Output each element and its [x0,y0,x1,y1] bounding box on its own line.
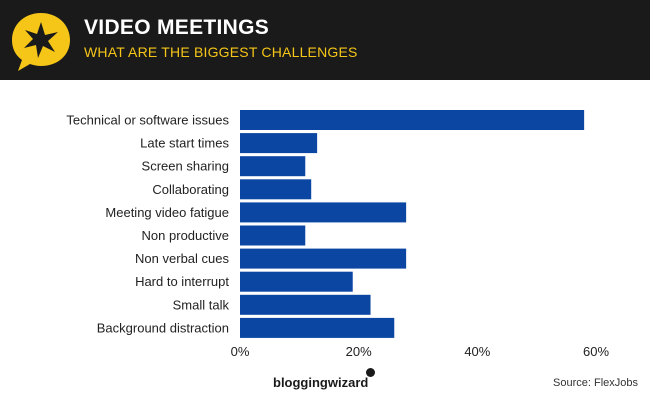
bar [240,156,306,177]
bar [240,110,585,130]
category-label: Hard to interrupt [135,274,229,289]
category-label: Late start times [140,136,229,151]
bar [240,294,371,315]
brand-logo-mark-icon [366,368,375,377]
category-label: Collaborating [152,182,229,197]
category-label: Meeting video fatigue [105,205,229,220]
page-subtitle: WHAT ARE THE BIGGEST CHALLENGES [84,44,358,60]
bar [240,248,407,269]
category-label: Technical or software issues [66,113,229,128]
bar [240,225,306,246]
x-tick-label: 40% [464,344,490,359]
header-banner: VIDEO MEETINGS WHAT ARE THE BIGGEST CHAL… [0,0,650,80]
bar [240,271,353,292]
bar [240,202,407,223]
x-tick-label: 0% [231,344,250,359]
bar-chart: Technical or software issues Late start t… [66,110,609,359]
x-tick-label: 60% [583,344,609,359]
brand-logo: bloggingwizard [273,375,369,390]
bar [240,317,395,338]
category-label: Non productive [142,228,229,243]
starburst-speech-bubble-icon [12,13,70,71]
category-label: Non verbal cues [135,251,229,266]
category-label: Background distraction [97,320,229,335]
bar [240,133,318,154]
category-label: Screen sharing [142,159,229,174]
x-tick-label: 20% [346,344,372,359]
category-label: Small talk [173,297,230,312]
bar [240,179,312,200]
source-note: Source: FlexJobs [553,377,638,389]
page-title: VIDEO MEETINGS [84,16,270,39]
